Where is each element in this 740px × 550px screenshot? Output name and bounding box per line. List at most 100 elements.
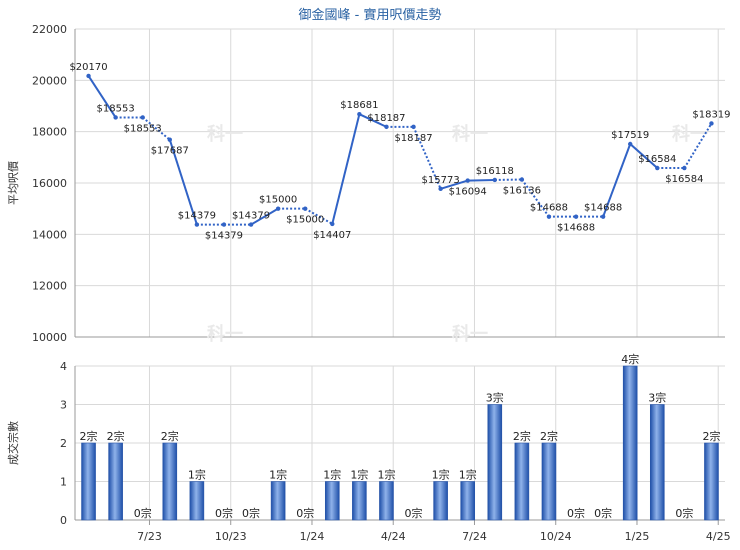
data-point [357,111,362,117]
watermark: 科一 [452,323,488,345]
series-segment [142,116,171,141]
bar-value-label: 1宗 [377,468,395,482]
data-label: $18553 [97,103,135,114]
series-segment [168,139,198,225]
y-tick-label: 3 [60,399,67,412]
data-label: $15000 [286,215,324,226]
bar-value-label: 1宗 [269,468,287,482]
y-axis-title: 平均呎價 [6,161,20,205]
data-label: $14379 [205,231,243,242]
series-segment [440,179,468,190]
watermark: 科一 [452,123,488,145]
data-label: $16584 [638,154,676,165]
watermark: 科一 [207,123,243,145]
bar [324,481,340,521]
data-point [194,222,200,227]
data-label: $14379 [178,211,216,222]
data-label: $14688 [584,203,622,214]
transactions-bar-chart: 0 1 2 3 4 7/23 10/23 1/24 4/24 7/24 10/24 1/25 4/25 成… [6,352,731,543]
data-point [519,177,525,182]
bar-value-label: 0宗 [215,506,233,520]
data-point [221,222,227,227]
series-segment [331,113,361,225]
data-point [248,222,254,227]
watermark: 科一 [672,123,708,145]
data-point [600,214,606,219]
data-label: $16584 [665,174,703,185]
bar-value-label: 0宗 [405,506,423,520]
series-segment [467,178,495,182]
bar-value-label: 1宗 [188,468,206,482]
bar-value-label: 1宗 [459,468,477,482]
x-tick-label: 7/23 [137,530,162,543]
bar-value-label: 0宗 [594,506,612,520]
series-segment [602,143,632,218]
bar-value-label: 1宗 [432,468,450,482]
bar [162,442,178,521]
data-label: $14379 [232,211,270,222]
bar [541,442,557,521]
data-point [655,165,660,171]
y-tick-label: 16000 [32,177,67,190]
data-point [303,206,308,211]
bar [649,404,665,521]
bar-value-label: 3宗 [486,391,504,405]
y-tick-label: 4 [60,360,67,373]
data-label: $15000 [259,195,297,206]
data-label: $18319 [692,109,730,120]
y-tick-label: 20000 [32,74,67,87]
data-point [113,115,118,120]
data-label: $18187 [367,113,405,124]
x-tick-label: 4/25 [706,530,731,543]
y-tick-label: 12000 [32,280,67,293]
y-tick-label: 14000 [32,228,67,241]
series-segment [304,207,333,225]
bar [352,481,367,521]
bar [460,481,476,521]
series-segment [412,126,442,190]
series-segment [87,75,117,119]
y-tick-label: 2 [60,437,67,450]
data-label: $16136 [503,186,541,197]
y-axis-title: 成交宗數 [6,421,20,465]
data-label: $16118 [476,166,514,177]
data-point [628,141,633,147]
x-tick-label: 10/24 [540,530,572,543]
x-tick-label: 4/24 [381,530,406,543]
bar [189,481,205,521]
data-label: $20170 [69,62,107,73]
data-label: $15773 [422,175,460,186]
bar-value-label: 2宗 [161,429,179,443]
bar [108,442,123,521]
y-tick-label: 10000 [32,331,67,344]
bar-value-label: 4宗 [621,352,639,366]
data-label: $14407 [313,230,351,241]
data-point [465,178,470,183]
data-point [709,121,714,126]
data-label: $14688 [557,223,595,234]
bar-value-label: 0宗 [296,506,314,520]
series-segment [358,113,387,128]
bar [270,481,286,521]
bar [622,365,638,521]
bar-value-label: 2宗 [540,429,558,443]
bar [379,481,394,521]
watermark: 科一 [207,323,243,345]
data-label: $17687 [151,146,189,157]
data-label: $17519 [611,130,649,141]
data-label: $14688 [530,203,568,214]
bar-value-label: 2宗 [107,429,125,443]
bar [514,442,530,521]
data-point [275,206,281,211]
bar-value-label: 0宗 [567,506,585,520]
bar-value-label: 1宗 [323,468,341,482]
data-label: $16094 [449,187,487,198]
data-point [546,214,552,219]
data-label: $18681 [340,100,378,111]
bar [81,442,96,521]
y-tick-label: 0 [60,514,67,527]
bar-value-label: 1宗 [350,468,368,482]
x-tick-label: 1/24 [300,530,325,543]
x-tick-label: 1/25 [625,530,650,543]
